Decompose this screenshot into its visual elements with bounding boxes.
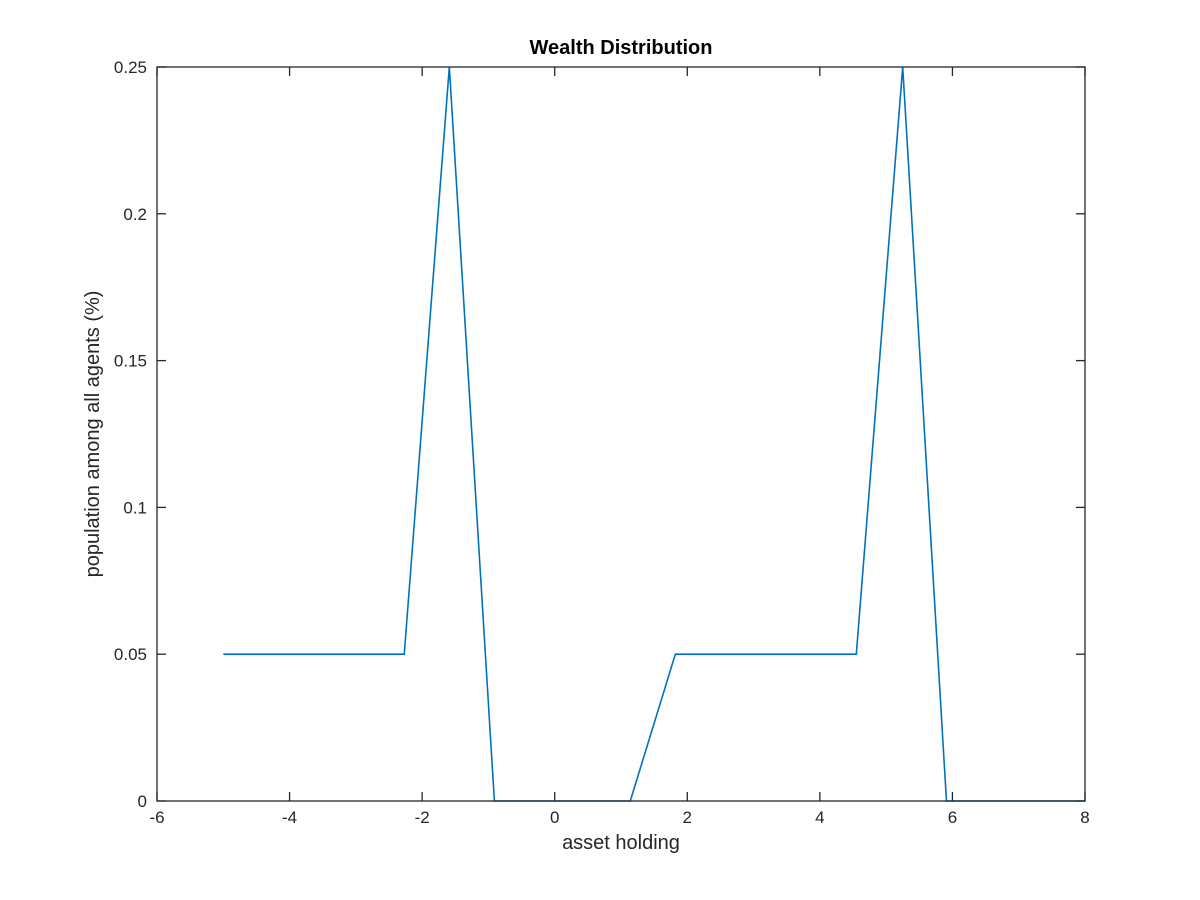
series-line [223,66,1085,802]
x-tick-label: -2 [415,808,430,827]
x-tick-label: -6 [149,808,164,827]
x-tick-label: 0 [550,808,559,827]
plot-frame [156,66,1086,802]
y-tick-label: 0.1 [123,498,147,517]
x-axis-label: asset holding [562,832,680,854]
y-axis-label: population among all agents (%) [82,291,104,578]
y-tick-label: 0.2 [123,205,147,224]
y-tick-label: 0.05 [114,645,147,664]
tick-labels: -6 -4 -2 0 2 4 6 8 0 0.05 0.1 0.15 0.2 0.25 [114,58,1090,827]
series-lines [223,66,1085,802]
y-tick-label: 0.15 [114,352,147,371]
x-tick-label: -4 [282,808,297,827]
x-tick-label: 2 [683,808,692,827]
y-tick-label: 0 [138,792,147,811]
y-tick-label: 0.25 [114,58,147,77]
x-tick-label: 8 [1080,808,1089,827]
plot-area [157,67,1085,801]
x-tick-label: 4 [815,808,824,827]
chart-title: Wealth Distribution [530,37,713,59]
x-tick-label: 6 [948,808,957,827]
